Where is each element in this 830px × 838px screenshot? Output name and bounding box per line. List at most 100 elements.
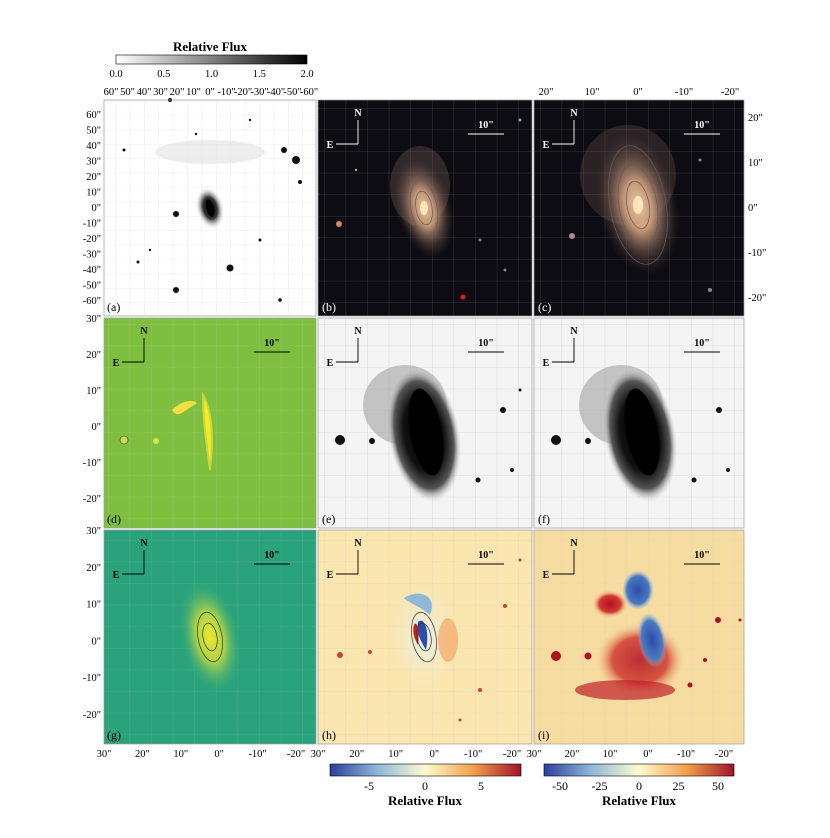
panel-grid: (a) (b) xyxy=(103,98,745,745)
bottom-colorbar-h-tick-label: 0 xyxy=(422,779,428,793)
panel-g-bottom-tick-label: 10" xyxy=(173,749,188,760)
row-g-left-tick-label: 10" xyxy=(86,600,101,611)
top-colorbar-title: Relative Flux xyxy=(173,39,248,54)
panel-e-north-label: N xyxy=(354,326,362,337)
top-colorbar-tick-label: 0.0 xyxy=(109,69,122,80)
panel-h-east-label: E xyxy=(327,570,334,581)
panel-a-galaxy-core xyxy=(205,199,215,217)
panel-a-left-tick-label: -50" xyxy=(83,281,101,292)
panel-a-left-tick-label: 50" xyxy=(86,126,101,137)
compass-overlays: N E 10" N E 10" N E 10" N E 10" N E 10" N E 10" N E 10" N E 10" xyxy=(113,108,720,581)
panel-c-right-tick-label: 20" xyxy=(748,113,763,124)
bottom-colorbar-i-tick-label: 50 xyxy=(712,779,724,793)
panel-e-stars xyxy=(335,388,522,483)
panel-c-east-label: E xyxy=(543,140,550,151)
panel-a-top-tick-label: 50" xyxy=(120,87,135,98)
panel-b-scale-label: 10" xyxy=(478,120,494,131)
panel-c-right-tick-label: -10" xyxy=(748,248,766,259)
panel-i-bottom-tick-label: 20" xyxy=(565,749,580,760)
panel-i-bottom-tick-label: -20" xyxy=(715,749,733,760)
panel-c-scale-label: 10" xyxy=(694,120,710,131)
panel-g-label: (g) xyxy=(107,728,121,742)
bottom-colorbar-i-gradient xyxy=(543,763,735,777)
axis-tick-labels: 60" 50" 40" 30" 20" 10" 0" -10"-20"-30"-40"-50"… xyxy=(83,87,767,760)
panel-e-label: (e) xyxy=(322,512,335,526)
panel-h-bottom-tick-label: 0" xyxy=(430,749,440,760)
panel-g-model xyxy=(178,579,242,695)
panel-a-top-tick-label: 40" xyxy=(137,87,152,98)
panel-c-core xyxy=(633,196,643,214)
panel-e-scale-label: 10" xyxy=(478,338,494,349)
panel-h-bottom-tick-label: 30" xyxy=(311,749,326,760)
top-colorbar-tick-label: 1.5 xyxy=(253,69,266,80)
panel-h-bottom-tick-label: -20" xyxy=(503,749,521,760)
panel-b-label: (b) xyxy=(322,300,336,314)
panel-d-star xyxy=(119,435,129,445)
panel-c: (c) xyxy=(534,100,744,316)
top-colorbar-tick-label: 1.0 xyxy=(205,69,218,80)
row-d-left-tick-label: 10" xyxy=(86,386,101,397)
bottom-colorbar-i-tick-label: 0 xyxy=(636,779,642,793)
panel-e-east-label: E xyxy=(327,358,334,369)
panel-f-north-label: N xyxy=(570,326,578,337)
panel-a-left-tick-label: -10" xyxy=(83,219,101,230)
panel-a-top-tick-label: 0" xyxy=(205,87,215,98)
panel-d-label: (d) xyxy=(107,512,121,526)
panel-a-top-tick-label: -50" xyxy=(283,87,301,98)
panel-d-scale-label: 10" xyxy=(264,338,280,349)
panel-h-bottom-tick-label: -10" xyxy=(464,749,482,760)
panel-d: (d) xyxy=(104,318,316,528)
panel-h-label: (h) xyxy=(322,728,336,742)
panel-e-core xyxy=(408,388,444,476)
panel-h-stars xyxy=(337,558,522,722)
bottom-colorbar-i-tick-label: 25 xyxy=(673,779,685,793)
panel-c-right-tick-label: 0" xyxy=(748,203,758,214)
panel-a-stars xyxy=(122,98,302,302)
panel-g: (g) xyxy=(104,530,316,744)
panel-a-left-tick-label: 0" xyxy=(91,203,101,214)
bottom-colorbar-h-tick-label: 5 xyxy=(478,779,484,793)
panel-e: (e) xyxy=(318,318,532,528)
panel-d-east-label: E xyxy=(113,358,120,369)
panel-g-bottom-tick-label: -20" xyxy=(287,749,305,760)
panel-i-red-arm xyxy=(592,590,628,618)
panel-i: (i) xyxy=(534,530,744,744)
panel-a-left-tick-label: 40" xyxy=(86,141,101,152)
panel-c-top-tick-label: 10" xyxy=(585,87,600,98)
panel-d-north-label: N xyxy=(140,326,148,337)
row-g-left-tick-label: 30" xyxy=(86,526,101,537)
panel-a-top-tick-label: 60" xyxy=(104,87,119,98)
top-colorbar-tick-label: 0.5 xyxy=(157,69,170,80)
panel-f-east-label: E xyxy=(543,358,550,369)
panel-a-left-tick-label: -30" xyxy=(83,250,101,261)
panel-i-stars xyxy=(551,617,742,688)
panel-f-core xyxy=(624,388,660,476)
panel-i-east-label: E xyxy=(543,570,550,581)
panel-i-bottom-tick-label: 30" xyxy=(527,749,542,760)
panel-g-isophotes xyxy=(197,611,223,663)
panel-g-bottom-tick-label: 0" xyxy=(214,749,224,760)
panel-c-north-label: N xyxy=(570,108,578,119)
panel-g-bottom-tick-label: -10" xyxy=(248,749,266,760)
panel-a-left-tick-label: -40" xyxy=(83,265,101,276)
panel-b-north-label: N xyxy=(354,108,362,119)
panel-c-isophotes xyxy=(608,145,668,265)
bottom-colorbar-h: -5 0 5 Relative Flux xyxy=(329,763,522,808)
panel-a-tidal-arc xyxy=(155,140,265,164)
row-d-left-tick-label: 30" xyxy=(86,314,101,325)
panel-a-top-tick-label: 10" xyxy=(186,87,201,98)
panel-i-blue-top xyxy=(622,570,654,610)
row-g-left-tick-label: 20" xyxy=(86,563,101,574)
panel-a-top-tick-label: -10" xyxy=(217,87,235,98)
panel-b-east-label: E xyxy=(327,140,334,151)
panel-i-north-label: N xyxy=(570,538,578,549)
panel-c-top-tick-label: 20" xyxy=(539,87,554,98)
panel-a-top-tick-label: -60" xyxy=(300,87,318,98)
panel-g-east-label: E xyxy=(113,570,120,581)
panel-i-bottom-tick-label: 10" xyxy=(603,749,618,760)
panel-c-top-tick-label: -20" xyxy=(721,87,739,98)
panel-d-star xyxy=(153,438,159,444)
panel-d-residual-arm xyxy=(172,401,197,415)
panel-c-top-tick-label: 0" xyxy=(633,87,643,98)
panel-a: (a) xyxy=(104,98,316,316)
